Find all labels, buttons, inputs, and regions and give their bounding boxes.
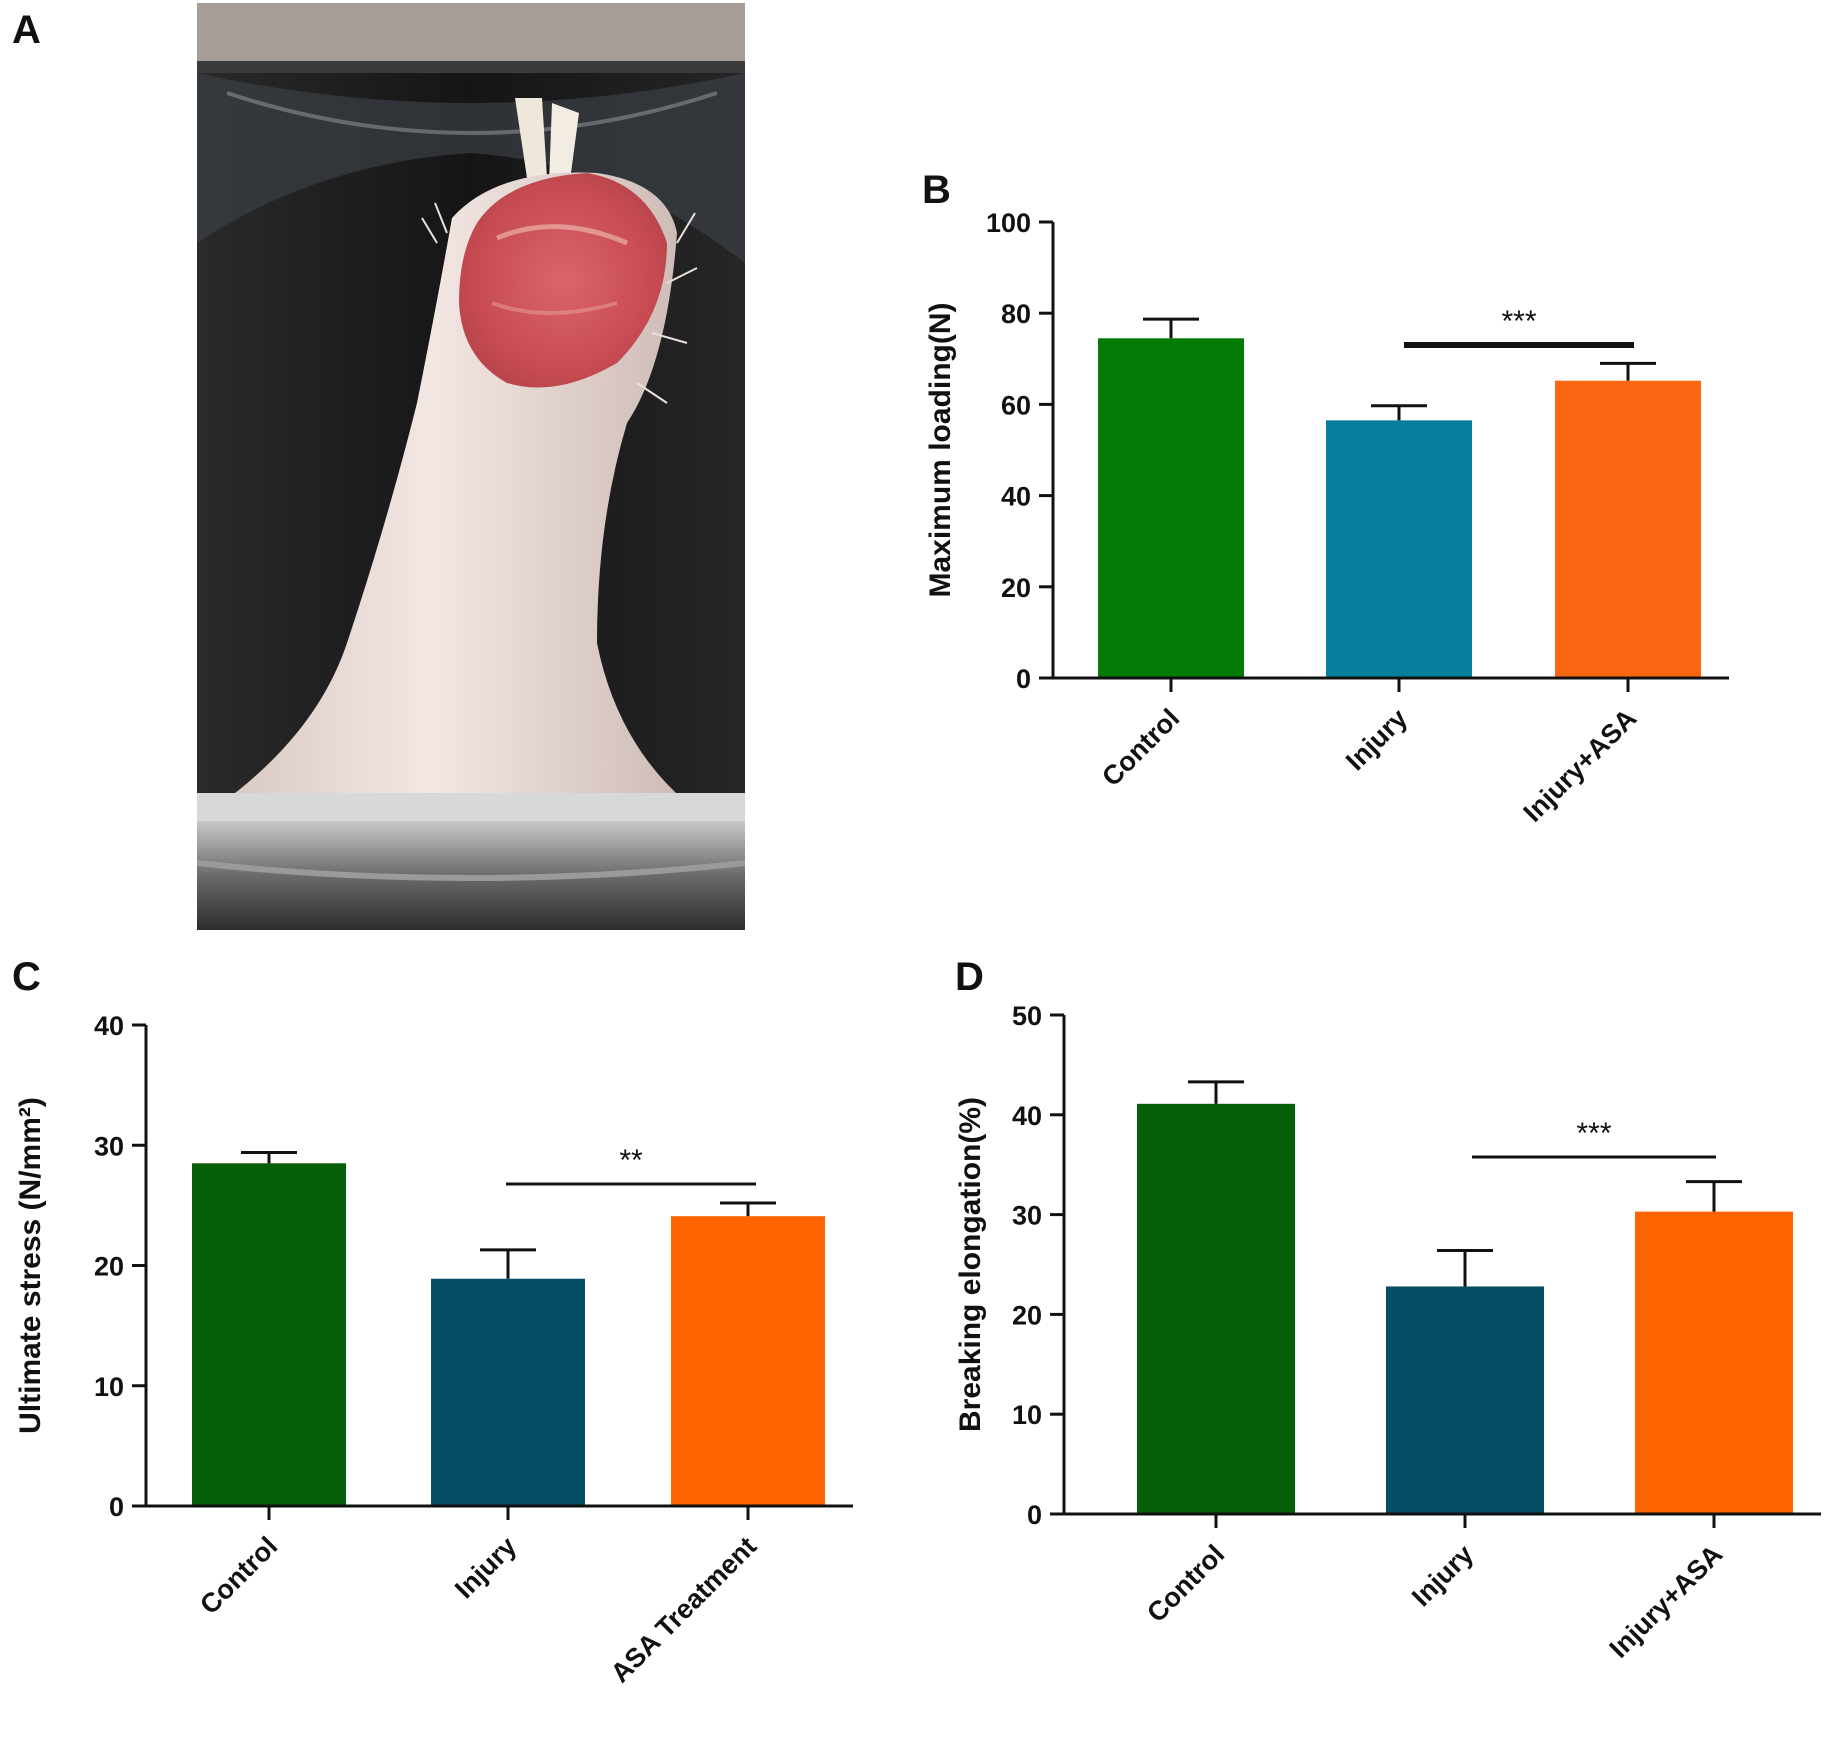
chart-b-bar-0 [1098, 338, 1244, 678]
chart-d-ylabel: Breaking elongation(%) [954, 1097, 987, 1432]
chart-c-ylabel: Ultimate stress (N/mm²) [14, 1097, 47, 1434]
chart-b-ytick-label-20: 20 [1001, 573, 1031, 603]
chart-b-bar-2 [1555, 380, 1701, 678]
chart-c-category-label-1: Injury [449, 1531, 522, 1604]
chart-c-ytick-label-20: 20 [94, 1252, 124, 1282]
tendon-photo [197, 3, 745, 930]
chart-b-category-label-1: Injury [1340, 703, 1413, 776]
tendon-photo-illustration [197, 3, 745, 930]
chart-b-ylabel: Maximum loading(N) [924, 302, 957, 597]
chart-d-bar-2 [1635, 1211, 1793, 1514]
chart-d-ytick-label-50: 50 [1012, 1001, 1042, 1031]
chart-d-ytick-label-40: 40 [1012, 1101, 1042, 1131]
chart-b-ytick-label-0: 0 [1016, 664, 1031, 694]
chart-b-ytick-label-40: 40 [1001, 482, 1031, 512]
chart-d-category-label-1: Injury [1406, 1539, 1479, 1612]
chart-d-group: 0 10 20 30 40 50 Control Injury Injury+ASA Breaki… [954, 1001, 1821, 1664]
chart-c-group: 0 10 20 30 40 Control Injury ASA Treatment Ultim… [14, 1011, 853, 1688]
chart-b-group: 0 20 40 60 80 100 Control Injury Injury+ASA Maxim… [924, 208, 1729, 828]
chart-d-category-label-0: Control [1141, 1539, 1230, 1628]
chart-b-ytick-label-80: 80 [1001, 299, 1031, 329]
chart-c-category-label-2: ASA Treatment [605, 1531, 762, 1688]
chart-c-ytick-label-10: 10 [94, 1372, 124, 1402]
chart-c-bar-0 [192, 1163, 346, 1506]
chart-c-significance-label: ** [619, 1144, 643, 1177]
chart-d-ytick-label-10: 10 [1012, 1400, 1042, 1430]
chart-d-ytick-label-20: 20 [1012, 1300, 1042, 1330]
chart-b-ytick-label-100: 100 [986, 208, 1031, 238]
chart-d-category-label-2: Injury+ASA [1604, 1539, 1729, 1664]
chart-c-ytick-label-40: 40 [94, 1011, 124, 1041]
chart-c-category-label-0: Control [194, 1531, 283, 1620]
chart-d-significance-label: *** [1576, 1117, 1611, 1150]
panel-label-b: B [922, 168, 951, 212]
panel-label-a: A [12, 8, 41, 52]
chart-b-bar-1 [1326, 420, 1472, 678]
chart-d-ytick-label-30: 30 [1012, 1201, 1042, 1231]
chart-b-category-label-0: Control [1096, 703, 1185, 792]
chart-b-ytick-label-60: 60 [1001, 390, 1031, 420]
chart-c-ytick-label-0: 0 [109, 1492, 124, 1522]
chart-c-ytick-label-30: 30 [94, 1131, 124, 1161]
chart-d-ytick-label-0: 0 [1027, 1500, 1042, 1530]
chart-c-bar-1 [431, 1278, 585, 1506]
chart-b-category-label-2: Injury+ASA [1518, 703, 1643, 828]
chart-b-significance-label: *** [1501, 305, 1536, 338]
chart-c-bar-2 [671, 1216, 825, 1506]
chart-d-bar-0 [1137, 1103, 1295, 1514]
panel-label-c: C [12, 955, 41, 999]
chart-d-bar-1 [1386, 1286, 1544, 1514]
panel-label-d: D [955, 955, 984, 999]
